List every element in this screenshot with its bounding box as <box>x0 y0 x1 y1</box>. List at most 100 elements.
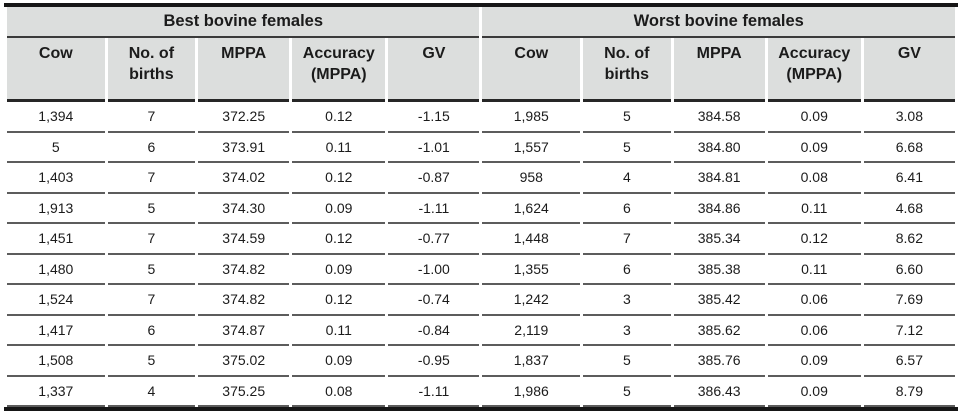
table-cell: 384.80 <box>673 133 765 163</box>
column-header-worst-accuracy-mppa: Accuracy (MPPA) <box>767 38 861 102</box>
table-cell: 374.82 <box>198 285 290 316</box>
group-header-worst: Worst bovine females <box>482 7 955 38</box>
table-cell: 5 <box>7 133 105 163</box>
table-cell: 0.06 <box>767 316 861 346</box>
table-cell: 384.58 <box>673 102 765 133</box>
table-cell: 0.11 <box>767 255 861 285</box>
table-cell: 1,624 <box>482 194 581 224</box>
table-cell: 0.12 <box>292 102 386 133</box>
table-cell: 385.38 <box>673 255 765 285</box>
table-cell: 7 <box>107 102 196 133</box>
table-cell: 5 <box>107 255 196 285</box>
table-cell: 1,355 <box>482 255 581 285</box>
table-cell: 8.79 <box>863 377 955 407</box>
column-header-worst-mppa: MPPA <box>673 38 765 102</box>
group-header-row: Best bovine females Worst bovine females <box>7 7 955 38</box>
table-row: 1,524 7 374.82 0.12 -0.74 1,242 3 385.42 0.06 7.6… <box>7 285 955 316</box>
table-cell: 7 <box>107 285 196 316</box>
table-cell: 3 <box>583 316 671 346</box>
table-cell: 1,913 <box>7 194 105 224</box>
table-cell: 5 <box>583 102 671 133</box>
table-cell: 5 <box>583 377 671 407</box>
column-header-worst-no-of-births: No. of births <box>583 38 671 102</box>
table-cell: 6.57 <box>863 346 955 377</box>
table-cell: 1,986 <box>482 377 581 407</box>
table-cell: 0.11 <box>767 194 861 224</box>
table-row: 1,337 4 375.25 0.08 -1.11 1,986 5 386.43 0.09 8.7… <box>7 377 955 407</box>
table-row: 5 6 373.91 0.11 -1.01 1,557 5 384.80 0.09 6.68 <box>7 133 955 163</box>
table-cell: 0.09 <box>767 102 861 133</box>
table-cell: 1,242 <box>482 285 581 316</box>
column-header-best-no-of-births: No. of births <box>107 38 196 102</box>
table-row: 1,394 7 372.25 0.12 -1.15 1,985 5 384.58 0.09 3.0… <box>7 102 955 133</box>
table-header: Best bovine females Worst bovine females… <box>7 7 955 102</box>
table-cell: 8.62 <box>863 224 955 255</box>
table-cell: 374.87 <box>198 316 290 346</box>
table-cell: 384.86 <box>673 194 765 224</box>
table-cell: 386.43 <box>673 377 765 407</box>
table-cell: 6 <box>107 133 196 163</box>
table-cell: 0.09 <box>767 133 861 163</box>
table-cell: 1,508 <box>7 346 105 377</box>
table-cell: 0.11 <box>292 316 386 346</box>
table-cell: 0.08 <box>767 163 861 194</box>
table-cell: -1.11 <box>388 377 480 407</box>
table-cell: 0.09 <box>292 346 386 377</box>
table-cell: 6.60 <box>863 255 955 285</box>
table-cell: 1,451 <box>7 224 105 255</box>
group-header-best: Best bovine females <box>7 7 480 38</box>
table-cell: -0.74 <box>388 285 480 316</box>
table-row: 1,417 6 374.87 0.11 -0.84 2,119 3 385.62 0.06 7.1… <box>7 316 955 346</box>
table-row: 1,480 5 374.82 0.09 -1.00 1,355 6 385.38 0.11 6.6… <box>7 255 955 285</box>
table-cell: 0.09 <box>292 194 386 224</box>
table-cell: 6 <box>107 316 196 346</box>
table-cell: 0.09 <box>767 346 861 377</box>
table-cell: 7.12 <box>863 316 955 346</box>
table-cell: 0.09 <box>292 255 386 285</box>
table-cell: 0.11 <box>292 133 386 163</box>
table-cell: -0.84 <box>388 316 480 346</box>
table-cell: 0.12 <box>767 224 861 255</box>
column-header-best-accuracy-mppa: Accuracy (MPPA) <box>292 38 386 102</box>
table-cell: 2,119 <box>482 316 581 346</box>
table-cell: 4 <box>107 377 196 407</box>
table-cell: 4.68 <box>863 194 955 224</box>
table-cell: 0.06 <box>767 285 861 316</box>
table-cell: 375.02 <box>198 346 290 377</box>
table-cell: 5 <box>583 133 671 163</box>
table-cell: 374.82 <box>198 255 290 285</box>
table-cell: 0.09 <box>767 377 861 407</box>
table-cell: 374.30 <box>198 194 290 224</box>
table-cell: 0.12 <box>292 163 386 194</box>
table-cell: -1.00 <box>388 255 480 285</box>
table-row: 1,451 7 374.59 0.12 -0.77 1,448 7 385.34 0.12 8.6… <box>7 224 955 255</box>
table-row: 1,403 7 374.02 0.12 -0.87 958 4 384.81 0.08 6.41 <box>7 163 955 194</box>
table-cell: 6.68 <box>863 133 955 163</box>
table-body: 1,394 7 372.25 0.12 -1.15 1,985 5 384.58 0.09 3.0… <box>7 102 955 407</box>
bovine-females-table: Best bovine females Worst bovine females… <box>4 3 958 411</box>
table-cell: 374.59 <box>198 224 290 255</box>
table-cell: 1,985 <box>482 102 581 133</box>
table-cell: -0.95 <box>388 346 480 377</box>
table-cell: 5 <box>583 346 671 377</box>
table-cell: 1,524 <box>7 285 105 316</box>
table-cell: 385.34 <box>673 224 765 255</box>
table-cell: 385.76 <box>673 346 765 377</box>
column-header-worst-gv: GV <box>863 38 955 102</box>
table-cell: -0.77 <box>388 224 480 255</box>
table-cell: 4 <box>583 163 671 194</box>
table-cell: 384.81 <box>673 163 765 194</box>
table-cell: 1,448 <box>482 224 581 255</box>
table-cell: -1.01 <box>388 133 480 163</box>
table-cell: 1,403 <box>7 163 105 194</box>
table-cell: 1,417 <box>7 316 105 346</box>
table-cell: 1,557 <box>482 133 581 163</box>
table-cell: 3 <box>583 285 671 316</box>
table-cell: 375.25 <box>198 377 290 407</box>
table-cell: 0.12 <box>292 224 386 255</box>
table-cell: 385.62 <box>673 316 765 346</box>
table-cell: 6 <box>583 255 671 285</box>
table-cell: 1,837 <box>482 346 581 377</box>
column-header-best-gv: GV <box>388 38 480 102</box>
table-cell: 385.42 <box>673 285 765 316</box>
